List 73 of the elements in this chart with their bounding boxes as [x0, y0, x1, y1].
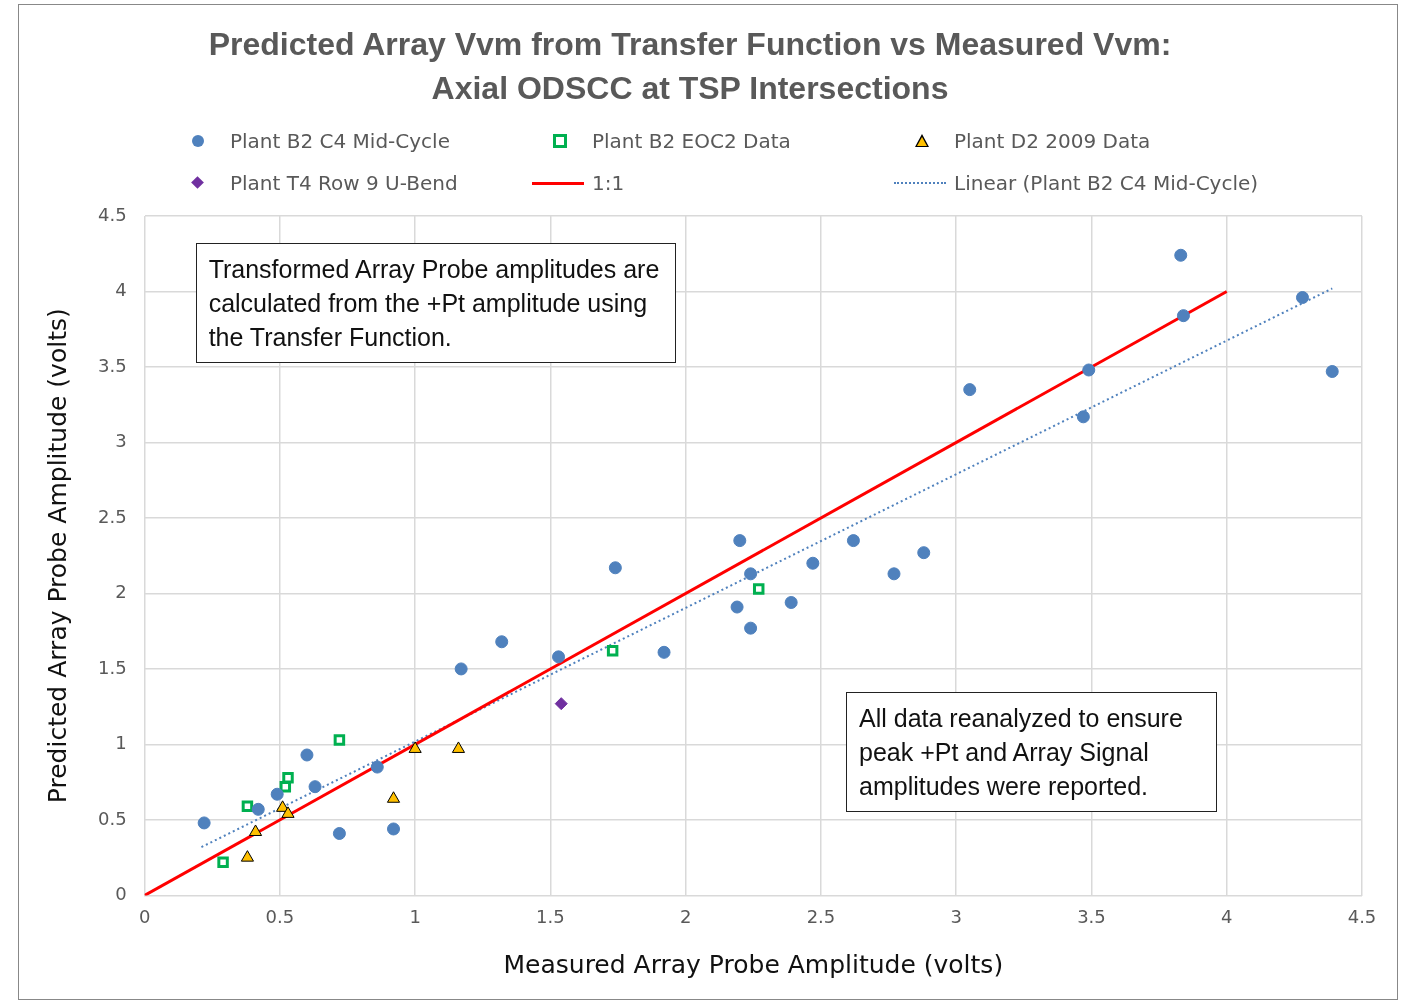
y-tick-label: 4.5 [97, 203, 127, 225]
point [451, 741, 465, 753]
annotation: Transformed Array Probe amplitudes are calculated from the +Pt amplitude using the Transfer Function. [195, 243, 676, 363]
legend-label: Plant D2 2009 Data [954, 129, 1151, 153]
point [733, 534, 747, 548]
legend-label: Plant B2 EOC2 Data [592, 129, 791, 153]
y-tick-label: 0 [115, 883, 127, 905]
point [282, 771, 294, 784]
point [197, 816, 211, 830]
x-tick-label: 3 [950, 905, 962, 927]
x-tick-label: 4.5 [1347, 905, 1377, 927]
point [963, 383, 977, 397]
y-tick-label: 4 [115, 279, 127, 301]
point [408, 741, 422, 753]
x-tick-label: 3.5 [1077, 905, 1106, 927]
point [1174, 248, 1188, 262]
point [846, 534, 860, 548]
legend-label: Plant B2 C4 Mid-Cycle [230, 129, 450, 153]
point [281, 806, 295, 818]
x-tick-label: 0.5 [265, 905, 295, 927]
point [370, 760, 384, 774]
y-tick-label: 1 [115, 732, 127, 754]
point [657, 645, 671, 659]
point [752, 583, 765, 595]
point [495, 635, 509, 649]
point [241, 800, 254, 813]
x-tick-label: 2.5 [806, 905, 836, 927]
point [386, 791, 401, 803]
point [270, 787, 284, 801]
point [784, 596, 798, 609]
point [248, 824, 263, 836]
point [332, 827, 346, 840]
point [608, 561, 622, 575]
y-tick-label: 1.5 [97, 656, 127, 678]
x-tick-label: 0 [138, 905, 151, 927]
point [1295, 291, 1309, 305]
y-tick-label: 2.5 [97, 505, 127, 527]
point [554, 697, 568, 711]
point [240, 850, 254, 862]
point [333, 734, 346, 746]
point [1176, 309, 1190, 323]
y-tick-label: 3 [115, 430, 127, 452]
point [1076, 410, 1090, 424]
y-tick-label: 2 [115, 581, 127, 603]
legend-label: Plant T4 Row 9 U-Bend [230, 171, 458, 195]
point [887, 567, 901, 581]
point [744, 567, 758, 581]
point [552, 650, 566, 664]
y-tick-label: 0.5 [97, 807, 127, 829]
point [387, 822, 401, 836]
point [251, 802, 265, 816]
point [308, 780, 322, 794]
point [1325, 365, 1339, 379]
point [300, 748, 314, 762]
point [806, 556, 820, 570]
chart-title: Predicted Array Vvm from Transfer Function vs Measured Vvm: Axial ODSCC at TSP Intersections [207, 25, 1173, 108]
x-tick-label: 1 [409, 905, 421, 927]
x-tick-label: 4 [1221, 905, 1233, 927]
legend-label: 1:1 [592, 171, 625, 195]
point [730, 600, 744, 614]
legend-label: Linear (Plant B2 C4 Mid-Cycle) [954, 171, 1259, 195]
x-tick-label: 1.5 [536, 905, 565, 927]
point [217, 856, 229, 868]
point [744, 621, 758, 635]
point [1082, 363, 1096, 377]
y-tick-label: 3.5 [97, 354, 127, 376]
point [917, 546, 931, 560]
point [454, 662, 468, 676]
annotation: All data reanalyzed to ensure peak +Pt and Array Signal amplitudes were reported. [846, 692, 1217, 813]
x-axis-title: Measured Array Probe Amplitude (volts) [503, 949, 1004, 979]
y-axis-title: Predicted Array Probe Amplitude (volts) [42, 308, 72, 804]
x-tick-label: 2 [679, 905, 692, 927]
point [606, 645, 619, 657]
